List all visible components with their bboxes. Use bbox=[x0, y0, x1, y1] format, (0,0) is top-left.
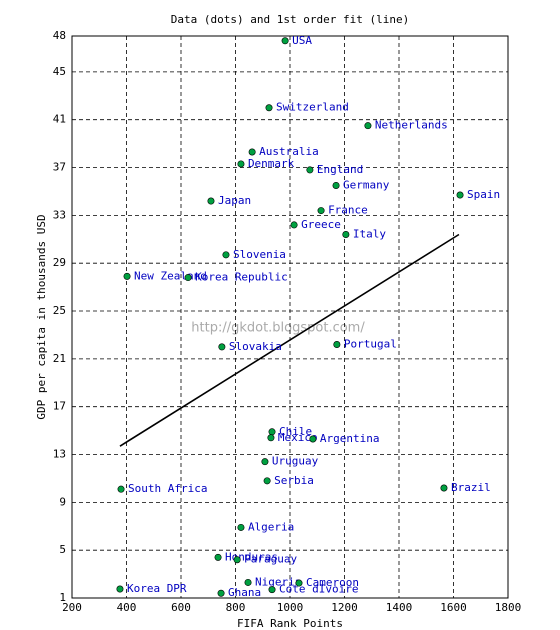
x-tick-label: 1400 bbox=[386, 601, 413, 614]
y-tick-label: 13 bbox=[53, 448, 66, 461]
y-tick-label: 33 bbox=[53, 208, 66, 221]
point bbox=[309, 435, 317, 443]
point bbox=[268, 428, 276, 436]
point-label: Slovenia bbox=[233, 248, 286, 261]
point bbox=[317, 207, 325, 215]
point bbox=[116, 585, 124, 593]
point bbox=[207, 197, 215, 205]
x-tick-label: 1200 bbox=[331, 601, 358, 614]
point-label: Germany bbox=[343, 178, 390, 191]
point bbox=[237, 523, 245, 531]
point bbox=[218, 343, 226, 351]
x-tick-label: 800 bbox=[226, 601, 246, 614]
point-label: Cote dIvoire bbox=[279, 583, 358, 596]
point bbox=[237, 160, 245, 168]
point bbox=[456, 191, 464, 199]
point-label: Algeria bbox=[248, 520, 294, 533]
point-label: Cameroon bbox=[306, 576, 359, 589]
y-tick-label: 29 bbox=[53, 256, 66, 269]
point bbox=[267, 434, 275, 442]
point bbox=[222, 251, 230, 259]
point-label: Korea DPR bbox=[127, 582, 187, 595]
x-tick-label: 1800 bbox=[495, 601, 522, 614]
plot-frame bbox=[71, 35, 509, 599]
point-label: Paraguay bbox=[244, 553, 297, 566]
point bbox=[440, 484, 448, 492]
point-label: Korea Republic bbox=[195, 271, 288, 284]
point bbox=[306, 166, 314, 174]
x-tick-label: 200 bbox=[62, 601, 82, 614]
chart-title: Data (dots) and 1st order fit (line) bbox=[171, 13, 409, 26]
point bbox=[281, 37, 289, 45]
y-tick-label: 41 bbox=[53, 113, 66, 126]
point-label: Greece bbox=[301, 218, 341, 231]
point-label: Slovakia bbox=[229, 340, 282, 353]
point bbox=[364, 122, 372, 130]
watermark: http://gkdot.blogspot.com/ bbox=[191, 321, 365, 336]
point bbox=[214, 553, 222, 561]
point bbox=[217, 589, 225, 597]
fit-line bbox=[119, 233, 460, 447]
point bbox=[117, 485, 125, 493]
point-label: France bbox=[328, 204, 368, 217]
y-tick-label: 37 bbox=[53, 161, 66, 174]
point bbox=[248, 148, 256, 156]
point-label: Chile bbox=[279, 425, 312, 438]
point bbox=[290, 221, 298, 229]
point-label: Japan bbox=[218, 194, 251, 207]
point-label: Argentina bbox=[320, 432, 380, 445]
point-label: Denmark bbox=[248, 157, 295, 170]
point-label: Italy bbox=[353, 227, 386, 240]
point-label: Nigeria bbox=[255, 575, 301, 588]
point bbox=[261, 458, 269, 466]
point bbox=[268, 586, 276, 594]
y-tick-label: 21 bbox=[53, 352, 66, 365]
point-label: Switzerland bbox=[276, 101, 349, 114]
y-tick-label: 9 bbox=[59, 495, 66, 508]
point-label: England bbox=[317, 163, 363, 176]
point-label: Brazil bbox=[451, 481, 491, 494]
point-label: South Africa bbox=[128, 482, 207, 495]
y-tick-label: 25 bbox=[53, 304, 66, 317]
point bbox=[295, 579, 303, 587]
point bbox=[244, 578, 252, 586]
y-tick-label: 1 bbox=[59, 591, 66, 604]
point bbox=[342, 230, 350, 238]
point bbox=[333, 341, 341, 349]
point bbox=[184, 274, 192, 282]
y-tick-label: 45 bbox=[53, 65, 66, 78]
point-label: Portugal bbox=[344, 338, 397, 351]
point bbox=[233, 556, 241, 564]
y-tick-label: 17 bbox=[53, 400, 66, 413]
point-label: Uruguay bbox=[272, 455, 319, 468]
x-tick-label: 1000 bbox=[277, 601, 304, 614]
point-label: Netherlands bbox=[375, 119, 448, 132]
point bbox=[265, 104, 273, 112]
y-tick-label: 5 bbox=[59, 543, 66, 556]
x-axis-label: FIFA Rank Points bbox=[237, 617, 343, 630]
point-label: Spain bbox=[467, 188, 500, 201]
point-label: Australia bbox=[259, 145, 319, 158]
y-axis-label: GDP per capita in thousands USD bbox=[35, 214, 48, 419]
x-tick-label: 400 bbox=[117, 601, 137, 614]
x-tick-label: 600 bbox=[171, 601, 191, 614]
point-label: Mexico bbox=[278, 431, 318, 444]
point bbox=[263, 477, 271, 485]
point-label: Ghana bbox=[228, 586, 261, 599]
y-tick-label: 48 bbox=[53, 29, 66, 42]
point bbox=[123, 272, 131, 280]
point-label: Serbia bbox=[274, 474, 314, 487]
point-label: USA bbox=[292, 34, 312, 47]
x-tick-label: 1600 bbox=[440, 601, 467, 614]
point bbox=[332, 181, 340, 189]
